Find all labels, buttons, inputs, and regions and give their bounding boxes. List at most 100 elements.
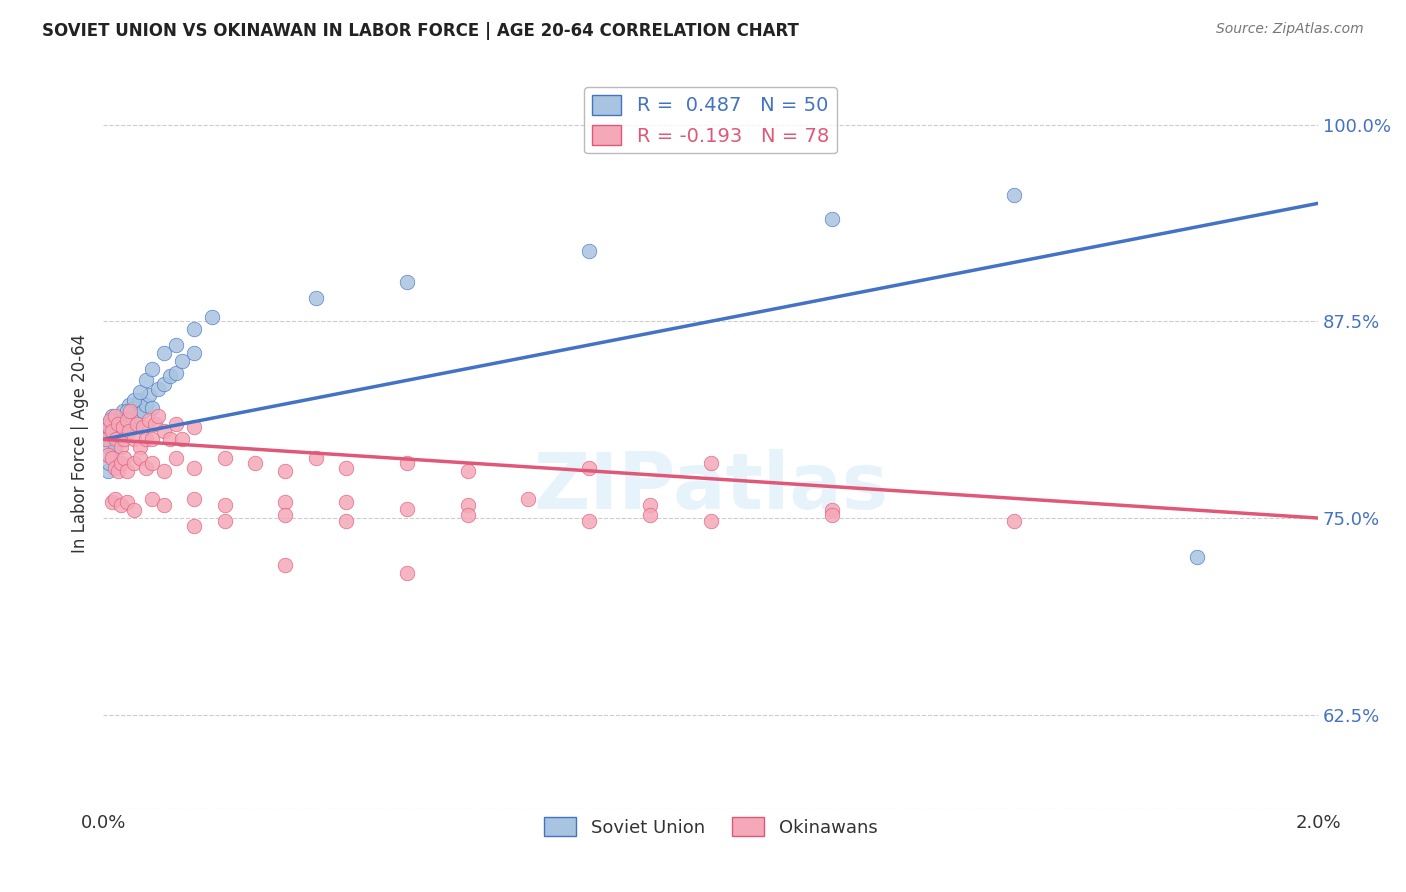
Point [97, 417, 120, 431]
Point [395, 566, 418, 580]
Point [578, 514, 600, 528]
Point [141, 401, 163, 415]
Point [395, 501, 418, 516]
Point [141, 492, 163, 507]
Point [104, 492, 127, 507]
Point [395, 275, 418, 289]
Point [274, 508, 297, 522]
Point [183, 460, 205, 475]
Point [153, 425, 176, 439]
Point [128, 392, 150, 407]
Point [153, 499, 176, 513]
Point [111, 419, 134, 434]
Point [101, 495, 124, 509]
Point [97, 448, 120, 462]
Point [172, 353, 194, 368]
Point [110, 425, 132, 439]
Point [125, 409, 148, 423]
Point [131, 404, 153, 418]
Point [243, 456, 266, 470]
Point [120, 404, 142, 418]
Point [112, 413, 135, 427]
Point [101, 448, 124, 462]
Point [110, 456, 132, 470]
Point [699, 514, 721, 528]
Point [699, 456, 721, 470]
Point [120, 417, 142, 431]
Point [100, 413, 122, 427]
Point [98, 419, 121, 434]
Point [214, 499, 236, 513]
Point [141, 433, 163, 447]
Point [112, 451, 135, 466]
Point [274, 464, 297, 478]
Legend: Soviet Union, Okinawans: Soviet Union, Okinawans [537, 810, 884, 844]
Point [457, 508, 479, 522]
Point [110, 499, 132, 513]
Point [103, 433, 125, 447]
Point [104, 419, 127, 434]
Point [122, 503, 145, 517]
Point [165, 417, 187, 431]
Point [183, 346, 205, 360]
Point [122, 433, 145, 447]
Point [201, 310, 224, 324]
Point [335, 514, 357, 528]
Point [117, 398, 139, 412]
Point [183, 519, 205, 533]
Point [117, 413, 139, 427]
Point [141, 456, 163, 470]
Point [165, 338, 187, 352]
Point [821, 508, 844, 522]
Point [183, 419, 205, 434]
Point [107, 464, 129, 478]
Point [112, 419, 135, 434]
Point [117, 409, 139, 423]
Point [128, 451, 150, 466]
Point [335, 495, 357, 509]
Y-axis label: In Labor Force | Age 20-64: In Labor Force | Age 20-64 [72, 334, 89, 553]
Point [143, 417, 166, 431]
Text: Source: ZipAtlas.com: Source: ZipAtlas.com [1216, 22, 1364, 37]
Point [117, 425, 139, 439]
Point [135, 460, 157, 475]
Point [122, 401, 145, 415]
Point [141, 361, 163, 376]
Point [125, 417, 148, 431]
Point [274, 495, 297, 509]
Point [274, 558, 297, 573]
Point [135, 398, 157, 412]
Point [97, 464, 120, 478]
Point [578, 244, 600, 258]
Point [165, 451, 187, 466]
Point [98, 456, 121, 470]
Point [183, 492, 205, 507]
Point [107, 417, 129, 431]
Point [821, 212, 844, 227]
Point [214, 451, 236, 466]
Point [101, 425, 124, 439]
Point [107, 433, 129, 447]
Point [104, 440, 127, 454]
Point [128, 440, 150, 454]
Point [122, 392, 145, 407]
Point [96, 433, 118, 447]
Point [1185, 550, 1208, 565]
Point [105, 433, 128, 447]
Point [1002, 188, 1025, 202]
Text: SOVIET UNION VS OKINAWAN IN LABOR FORCE | AGE 20-64 CORRELATION CHART: SOVIET UNION VS OKINAWAN IN LABOR FORCE … [42, 22, 799, 40]
Point [159, 433, 181, 447]
Point [305, 451, 328, 466]
Point [107, 413, 129, 427]
Point [517, 492, 540, 507]
Point [110, 425, 132, 439]
Point [153, 377, 176, 392]
Point [101, 451, 124, 466]
Point [104, 409, 127, 423]
Point [111, 404, 134, 418]
Point [100, 425, 122, 439]
Point [105, 435, 128, 450]
Point [138, 388, 160, 402]
Point [128, 385, 150, 400]
Point [165, 366, 187, 380]
